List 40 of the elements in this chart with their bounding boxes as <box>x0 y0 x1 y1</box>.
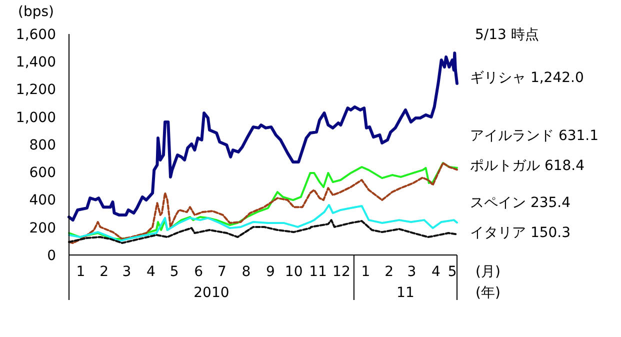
x-tick-label: 4 <box>146 264 156 280</box>
text: (年) <box>476 285 500 301</box>
x-tick-label: 5 <box>170 264 179 280</box>
x-axis-title: (月) <box>476 264 500 280</box>
series-label: アイルランド 631.1 <box>470 128 599 144</box>
x-tick-label: 11 <box>309 264 327 280</box>
y-tick-label: 1,200 <box>16 82 56 98</box>
text: 2010 <box>194 285 230 301</box>
x-tick-label: 8 <box>242 264 251 280</box>
y-tick-label: 1,000 <box>16 110 56 126</box>
x-tick-label: 7 <box>218 264 226 280</box>
y-tick-label: 400 <box>29 192 56 209</box>
line-series <box>68 52 458 222</box>
series-label: スペイン 235.4 <box>470 194 571 211</box>
line-series <box>68 204 458 242</box>
series-label: ポルトガル 618.4 <box>470 158 585 174</box>
x-tick-label: 2 <box>384 264 394 280</box>
x-tick-label: 3 <box>122 264 132 280</box>
y-tick-label: 200 <box>29 220 56 236</box>
line-series <box>68 219 458 244</box>
x-tick-label: 9 <box>266 264 275 280</box>
y-tick-label: 800 <box>29 137 56 154</box>
x-tick-label: 12 <box>332 264 350 280</box>
series-label: イタリア 150.3 <box>470 224 571 241</box>
y-tick-label: 1,400 <box>16 54 56 71</box>
y-axis-title: (bps) <box>18 4 54 20</box>
text: 11 <box>396 285 414 301</box>
x-tick-label: 1 <box>361 264 370 280</box>
y-tick-label: 600 <box>29 165 56 182</box>
x-tick-label: 10 <box>284 264 303 280</box>
x-tick-label: 5 <box>448 264 457 280</box>
x-tick-label: 3 <box>407 264 416 280</box>
y-tick-label: 0 <box>47 248 56 264</box>
x-tick-label: 6 <box>194 264 204 280</box>
series-label: ギリシャ 1,242.0 <box>470 70 584 86</box>
x-tick-label: 2 <box>100 264 109 280</box>
x-tick-label: 1 <box>76 264 86 280</box>
y-tick-label: 1,600 <box>16 26 56 43</box>
text: 5/13 時点 <box>475 27 539 43</box>
x-tick-label: 4 <box>431 264 440 280</box>
